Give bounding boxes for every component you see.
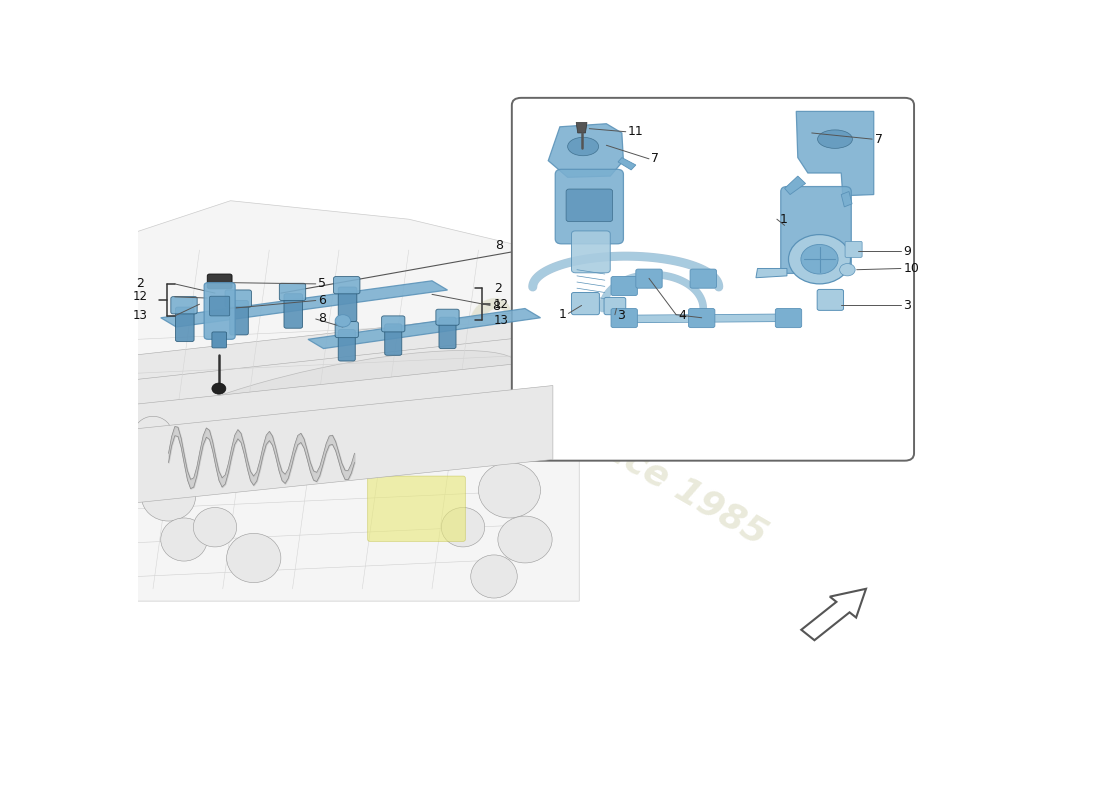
Text: 9: 9: [903, 245, 911, 258]
FancyBboxPatch shape: [338, 287, 356, 322]
FancyBboxPatch shape: [781, 186, 851, 274]
FancyBboxPatch shape: [230, 301, 249, 335]
FancyBboxPatch shape: [207, 274, 232, 289]
FancyBboxPatch shape: [610, 277, 637, 295]
FancyBboxPatch shape: [439, 318, 456, 349]
Text: 6: 6: [318, 294, 326, 307]
Text: 3: 3: [617, 310, 625, 322]
Text: 1: 1: [558, 308, 566, 321]
Polygon shape: [138, 361, 543, 478]
Text: 8: 8: [493, 300, 500, 313]
Ellipse shape: [817, 130, 852, 148]
Ellipse shape: [498, 516, 552, 563]
FancyBboxPatch shape: [279, 283, 306, 301]
FancyBboxPatch shape: [604, 298, 626, 314]
Polygon shape: [138, 201, 580, 601]
FancyBboxPatch shape: [776, 309, 802, 328]
Text: 8: 8: [318, 313, 326, 326]
Ellipse shape: [144, 350, 519, 458]
FancyBboxPatch shape: [226, 290, 252, 307]
FancyBboxPatch shape: [689, 309, 715, 328]
Ellipse shape: [194, 507, 236, 547]
Circle shape: [212, 383, 226, 394]
Ellipse shape: [133, 416, 173, 454]
Text: 13: 13: [494, 314, 509, 326]
Polygon shape: [618, 158, 636, 170]
Polygon shape: [576, 122, 587, 133]
Ellipse shape: [161, 518, 207, 561]
Text: 4: 4: [679, 310, 686, 322]
FancyBboxPatch shape: [436, 309, 459, 326]
Text: dparts: dparts: [454, 277, 719, 470]
Polygon shape: [161, 281, 448, 327]
Polygon shape: [756, 269, 786, 278]
FancyBboxPatch shape: [572, 231, 610, 273]
FancyBboxPatch shape: [210, 296, 230, 316]
FancyBboxPatch shape: [333, 277, 360, 294]
Ellipse shape: [568, 138, 598, 156]
Text: 2: 2: [494, 282, 502, 294]
Text: 1: 1: [779, 213, 788, 226]
Circle shape: [839, 263, 855, 276]
FancyBboxPatch shape: [385, 324, 402, 355]
Polygon shape: [842, 191, 852, 207]
FancyBboxPatch shape: [817, 290, 844, 310]
FancyBboxPatch shape: [845, 242, 862, 258]
Polygon shape: [138, 312, 525, 429]
Text: 7: 7: [651, 152, 659, 166]
FancyBboxPatch shape: [610, 309, 637, 328]
Polygon shape: [138, 386, 553, 502]
Polygon shape: [548, 124, 624, 178]
FancyBboxPatch shape: [205, 282, 235, 339]
Polygon shape: [784, 176, 805, 194]
FancyBboxPatch shape: [690, 269, 716, 288]
Circle shape: [801, 245, 838, 274]
Circle shape: [336, 314, 351, 327]
FancyBboxPatch shape: [556, 170, 624, 244]
Text: 13: 13: [132, 310, 147, 322]
FancyBboxPatch shape: [170, 297, 197, 314]
Text: 10: 10: [903, 262, 920, 275]
Polygon shape: [796, 111, 873, 196]
FancyBboxPatch shape: [512, 98, 914, 461]
FancyBboxPatch shape: [212, 332, 227, 348]
Text: 12: 12: [132, 290, 147, 303]
Ellipse shape: [227, 534, 280, 582]
Text: 2: 2: [136, 278, 144, 290]
Polygon shape: [138, 336, 535, 454]
FancyBboxPatch shape: [636, 269, 662, 288]
Ellipse shape: [441, 507, 485, 547]
FancyBboxPatch shape: [284, 294, 302, 328]
Text: 7: 7: [876, 133, 883, 146]
Text: 8: 8: [495, 238, 504, 251]
FancyBboxPatch shape: [338, 330, 355, 361]
FancyBboxPatch shape: [572, 293, 600, 314]
FancyBboxPatch shape: [566, 189, 613, 222]
Text: 5: 5: [318, 278, 326, 290]
Polygon shape: [308, 309, 540, 349]
Text: 12: 12: [494, 298, 509, 310]
Text: 3: 3: [903, 299, 911, 312]
Text: 11: 11: [628, 126, 643, 138]
FancyBboxPatch shape: [176, 307, 194, 342]
Text: parts since 1985: parts since 1985: [463, 354, 773, 553]
Ellipse shape: [142, 472, 196, 521]
FancyArrow shape: [801, 589, 866, 640]
Ellipse shape: [471, 555, 517, 598]
Circle shape: [789, 234, 850, 284]
FancyBboxPatch shape: [367, 476, 465, 542]
FancyBboxPatch shape: [382, 316, 405, 332]
Ellipse shape: [478, 462, 540, 518]
Ellipse shape: [186, 394, 524, 487]
FancyBboxPatch shape: [336, 322, 359, 338]
